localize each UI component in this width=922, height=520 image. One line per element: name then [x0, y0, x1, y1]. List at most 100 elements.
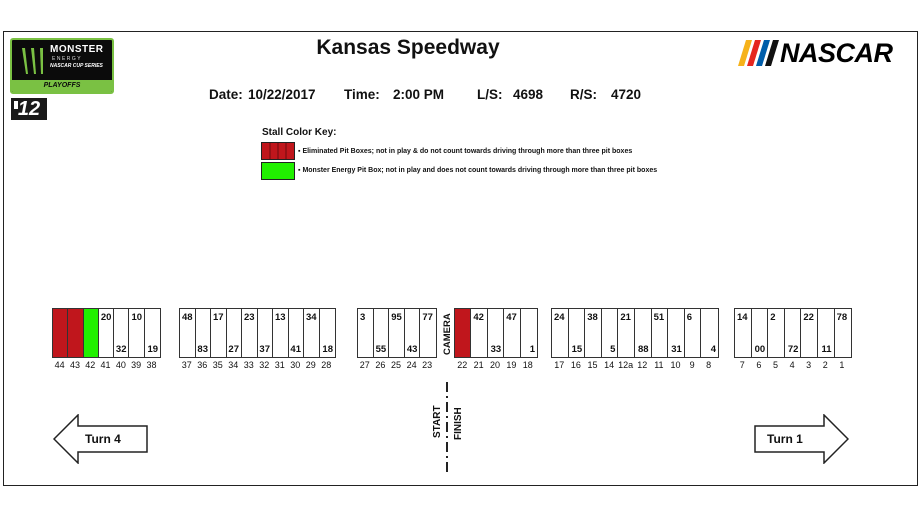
pit-stall-34: 27: [227, 309, 242, 357]
pit-stall-32: 37: [258, 309, 273, 357]
diagram-frame: [3, 31, 918, 486]
car-number-top: 95: [391, 312, 402, 323]
monster-claw-icon: [22, 48, 43, 74]
car-number-bottom: 33: [490, 344, 502, 355]
eliminated-description: ▪ Eliminated Pit Boxes; not in play & do…: [298, 148, 633, 155]
car-number-top: 22: [803, 312, 814, 323]
car-number-bottom: 00: [754, 344, 766, 355]
pit-stall-11: 51: [652, 309, 669, 357]
stall-number-label: 7: [739, 360, 745, 370]
color-key-title: Stall Color Key:: [262, 127, 337, 138]
pit-group: 20 32 10 19: [52, 308, 162, 358]
pit-stall-41: 20: [99, 309, 115, 357]
nascar-wordmark: NASCAR: [780, 38, 893, 68]
stall-number-label: 17: [554, 360, 565, 370]
pit-stall-25: 95: [389, 309, 405, 357]
stall-number-label: 34: [228, 360, 239, 370]
stall-number-label: 27: [359, 360, 370, 370]
car-number-bottom: 41: [290, 344, 301, 355]
stall-number-label: 18: [522, 360, 533, 370]
pit-stall-18: 1: [521, 309, 537, 357]
stall-number-label: 20: [489, 360, 500, 370]
monster-wordmark: MONSTER: [50, 44, 104, 55]
stall-number-label: 11: [654, 360, 664, 370]
pit-stall-17: 24: [552, 309, 569, 357]
pit-stall-4: 72: [785, 309, 802, 357]
pit-stall-20: 33: [488, 309, 505, 357]
stall-number-label: 31: [274, 360, 285, 370]
pit-stall-42: [83, 309, 99, 357]
pit-stall-43: [68, 309, 84, 357]
pit-stall-12: 88: [635, 309, 652, 357]
pit-stall-24: 43: [405, 309, 421, 357]
turn-4-label: Turn 4: [85, 432, 121, 446]
car-number-top: 14: [737, 312, 748, 323]
car-number-top: 77: [422, 312, 433, 323]
car-number-top: 48: [182, 312, 193, 323]
camera-label: CAMERA: [442, 313, 453, 355]
pit-stall-38: 19: [145, 309, 160, 357]
car-number-top: 13: [275, 312, 286, 323]
stall-number-label: 22: [457, 360, 468, 370]
car-number-top: 6: [686, 312, 693, 323]
stall-number-label: 12: [637, 360, 648, 370]
car-number-top: 34: [306, 312, 317, 323]
pit-group: 24 15 38 5 21 88 51 31 6 4: [551, 308, 719, 358]
car-number-top: 42: [473, 312, 484, 323]
monster-energy-logo: MONSTER ENERGY NASCAR CUP SERIES PLAYOFF…: [10, 38, 114, 94]
stall-number-label: 5: [772, 360, 778, 370]
car-number-bottom: 32: [115, 344, 127, 355]
ls-label: L/S:: [477, 87, 503, 102]
nascar-stripes-icon: [738, 40, 779, 66]
pit-stall-31: 13: [273, 309, 289, 357]
stall-number-label: 15: [587, 360, 598, 370]
stall-number-label: 6: [756, 360, 762, 370]
time-label: Time:: [344, 87, 380, 102]
car-number-bottom: 18: [322, 344, 333, 355]
pit-group: 42 33 47 1: [454, 308, 538, 358]
eliminated-swatch: [261, 142, 295, 160]
monster-swatch: [261, 162, 295, 180]
rs-label: R/S:: [570, 87, 597, 102]
car-number-bottom: 37: [259, 344, 270, 355]
stall-number-label: 23: [422, 360, 433, 370]
stall-number-label: 30: [290, 360, 301, 370]
date-value: 10/22/2017: [248, 87, 316, 102]
energy-wordmark: ENERGY: [52, 56, 83, 62]
stall-number-label: 38: [146, 360, 157, 370]
car-number-top: 10: [131, 312, 143, 323]
stall-number-label: 3: [806, 360, 812, 370]
car-number-top: 2: [770, 312, 776, 323]
stall-number-label: 36: [197, 360, 208, 370]
stall-number-label: 1: [839, 360, 845, 370]
start-finish-line: [446, 382, 448, 474]
car-number-top: 24: [554, 312, 565, 323]
pit-stall-3: 22: [801, 309, 818, 357]
stall-number-label: 44: [54, 360, 65, 370]
stall-number-label: 24: [406, 360, 417, 370]
pit-stall-7: 14: [735, 309, 752, 357]
pit-stall-27: 3: [358, 309, 374, 357]
stall-number-label: 4: [789, 360, 795, 370]
car-number-bottom: 4: [710, 344, 716, 355]
eliminated-stripes-icon: [269, 143, 287, 159]
car-number-top: 47: [506, 312, 517, 323]
car-number-top: 23: [244, 312, 255, 323]
car-number-bottom: 27: [228, 344, 239, 355]
pit-stall-2: 11: [818, 309, 835, 357]
stall-number-label: 16: [570, 360, 581, 370]
car-number-bottom: 15: [571, 344, 583, 355]
stall-number-label: 32: [259, 360, 270, 370]
time-value: 2:00 PM: [393, 87, 445, 102]
stall-number-label: 37: [181, 360, 192, 370]
car-number-top: 51: [653, 312, 665, 323]
start-label: START: [432, 405, 443, 438]
pit-stall-8: 4: [701, 309, 718, 357]
car-number-bottom: 19: [147, 344, 159, 355]
stall-number-label: 42: [85, 360, 96, 370]
pit-stall-35: 17: [211, 309, 227, 357]
stall-number-label: 14: [604, 360, 615, 370]
turn-1-label: Turn 1: [767, 432, 803, 446]
stall-number-label: 19: [506, 360, 517, 370]
pit-stall-6: 00: [752, 309, 769, 357]
